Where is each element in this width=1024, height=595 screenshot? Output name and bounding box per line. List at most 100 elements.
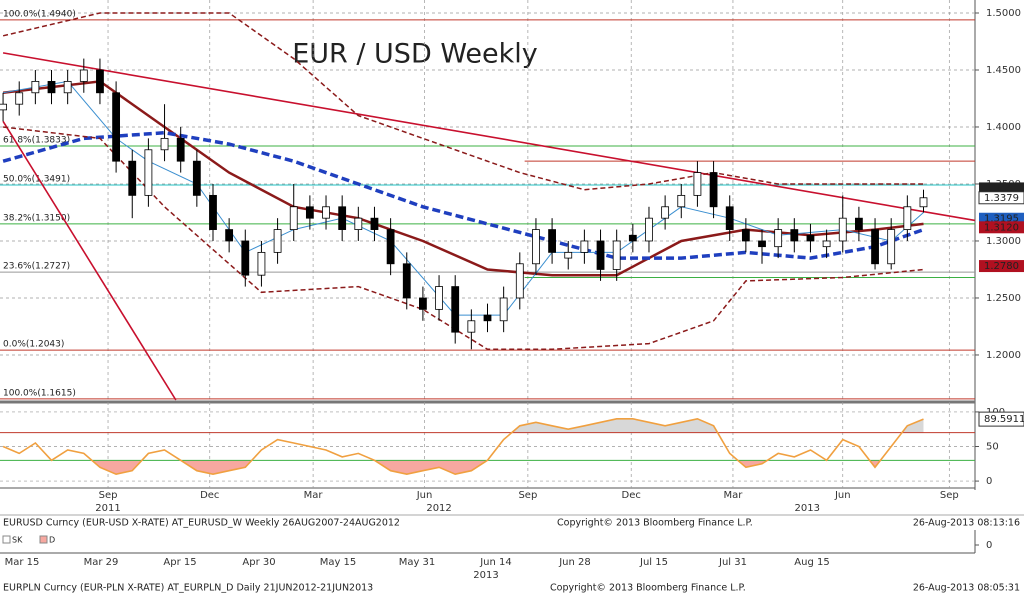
y-tick-label: 1.3000 xyxy=(986,236,1021,247)
candle-body xyxy=(0,103,7,111)
candle-body xyxy=(725,206,734,230)
candle-body xyxy=(160,137,169,151)
legend-label: D xyxy=(49,536,55,545)
osc-line xyxy=(2,417,924,476)
candle-body xyxy=(338,206,347,230)
candle-body xyxy=(305,206,314,219)
value-tag-label: 89.5911 xyxy=(984,414,1024,425)
candle-body xyxy=(402,263,411,299)
candle-body xyxy=(257,251,266,276)
candle-body xyxy=(887,229,896,265)
date-label: Jun 28 xyxy=(558,557,591,568)
candle-body xyxy=(419,297,427,310)
candle-body xyxy=(515,263,524,299)
candle-body xyxy=(596,240,605,270)
price-tag xyxy=(978,191,1024,205)
candle-body xyxy=(854,217,863,230)
candle-body xyxy=(838,217,847,242)
footer-right: 26-Aug-2013 08:05:31 xyxy=(913,583,1020,594)
candle-body xyxy=(289,206,298,230)
overlay-line xyxy=(3,126,924,351)
overlay-line xyxy=(2,12,924,191)
footer-center: Copyright© 2013 Bloomberg Finance L.P. xyxy=(550,583,746,594)
overlay-line xyxy=(2,80,924,277)
candle-body xyxy=(128,160,137,196)
candle-body xyxy=(661,206,670,219)
date-label: Jul 15 xyxy=(639,557,668,568)
footer-center: Copyright© 2013 Bloomberg Finance L.P. xyxy=(557,518,753,529)
legend-swatch xyxy=(39,535,48,544)
candle-body xyxy=(483,314,492,322)
fib-label: 23.6%(1.2727) xyxy=(3,262,70,272)
footer-left: EURPLN Curncy (EUR-PLN X-RATE) AT_EURPLN… xyxy=(3,583,373,594)
price-tag-label: 1.2780 xyxy=(984,261,1019,272)
x-tick-label: Sep xyxy=(99,490,118,501)
y-tick-label: 1.2500 xyxy=(986,293,1021,304)
candle-body xyxy=(758,240,766,248)
year-label: 2011 xyxy=(95,503,120,514)
osc-upper-fill xyxy=(511,418,924,433)
candle-body xyxy=(628,234,637,242)
year-label: 2012 xyxy=(426,503,451,514)
date-label: Jun 14 xyxy=(479,557,512,568)
date-label: Mar 15 xyxy=(5,557,40,568)
price-tag-label: 1.3461 xyxy=(984,183,1019,194)
candle-body xyxy=(15,92,24,105)
candle-body xyxy=(176,137,185,162)
y-tick-label: 1.5000 xyxy=(986,8,1021,19)
footer-right: 26-Aug-2013 08:13:16 xyxy=(913,518,1020,529)
candle-body xyxy=(677,194,686,208)
candle-body xyxy=(612,240,621,270)
candle-body xyxy=(112,92,121,162)
price-tag xyxy=(979,260,1024,273)
candle-body xyxy=(871,229,879,265)
trendline xyxy=(2,52,976,222)
date-label: May 15 xyxy=(320,557,357,568)
price-tag xyxy=(979,221,1024,234)
candle-body xyxy=(47,80,56,94)
date-label: Apr 15 xyxy=(163,557,196,568)
candle-body xyxy=(774,229,783,248)
x-tick-label: Dec xyxy=(200,490,219,501)
date-label: Apr 30 xyxy=(242,557,275,568)
candle-body xyxy=(790,229,799,242)
candle-body xyxy=(451,286,460,333)
candle-body xyxy=(192,160,201,196)
candle-body xyxy=(499,297,508,322)
fib-label: 100.0%(1.1615) xyxy=(3,388,76,398)
candle-body xyxy=(96,69,104,94)
x-tick-label: Dec xyxy=(622,490,641,501)
candle-body xyxy=(580,240,589,253)
fib-label: 50.0%(1.3491) xyxy=(3,175,70,185)
candle-body xyxy=(225,229,234,242)
overlay-line xyxy=(2,130,925,260)
year-label: 2013 xyxy=(794,503,819,514)
y-tick-label: 1.4000 xyxy=(986,122,1021,133)
value-tag xyxy=(978,411,1024,427)
year-label: 2013 xyxy=(473,570,498,581)
candle-body xyxy=(354,217,363,230)
candle-body xyxy=(241,240,250,276)
fib-label: 61.8%(1.3833) xyxy=(3,136,70,146)
x-tick-label: Mar xyxy=(304,490,324,501)
fib-label: 0.0%(1.2043) xyxy=(3,340,64,350)
fib-label: 38.2%(1.3150) xyxy=(3,213,70,223)
candle-body xyxy=(322,206,330,219)
y-tick-label: 1.4500 xyxy=(986,65,1021,76)
y-tick-label: 0 xyxy=(986,540,992,551)
date-label: Jul 31 xyxy=(718,557,747,568)
x-tick-label: Sep xyxy=(518,490,537,501)
legend-swatch xyxy=(2,535,11,544)
candle-body xyxy=(273,229,282,253)
candle-body xyxy=(386,229,395,265)
x-tick-label: Sep xyxy=(940,490,959,501)
price-tag-label: 1.3379 xyxy=(984,193,1019,204)
candle-body xyxy=(79,69,88,82)
candle-body xyxy=(31,80,40,94)
y-tick-label: 0 xyxy=(986,476,992,487)
candle-body xyxy=(822,240,831,248)
candle-body xyxy=(693,172,702,196)
